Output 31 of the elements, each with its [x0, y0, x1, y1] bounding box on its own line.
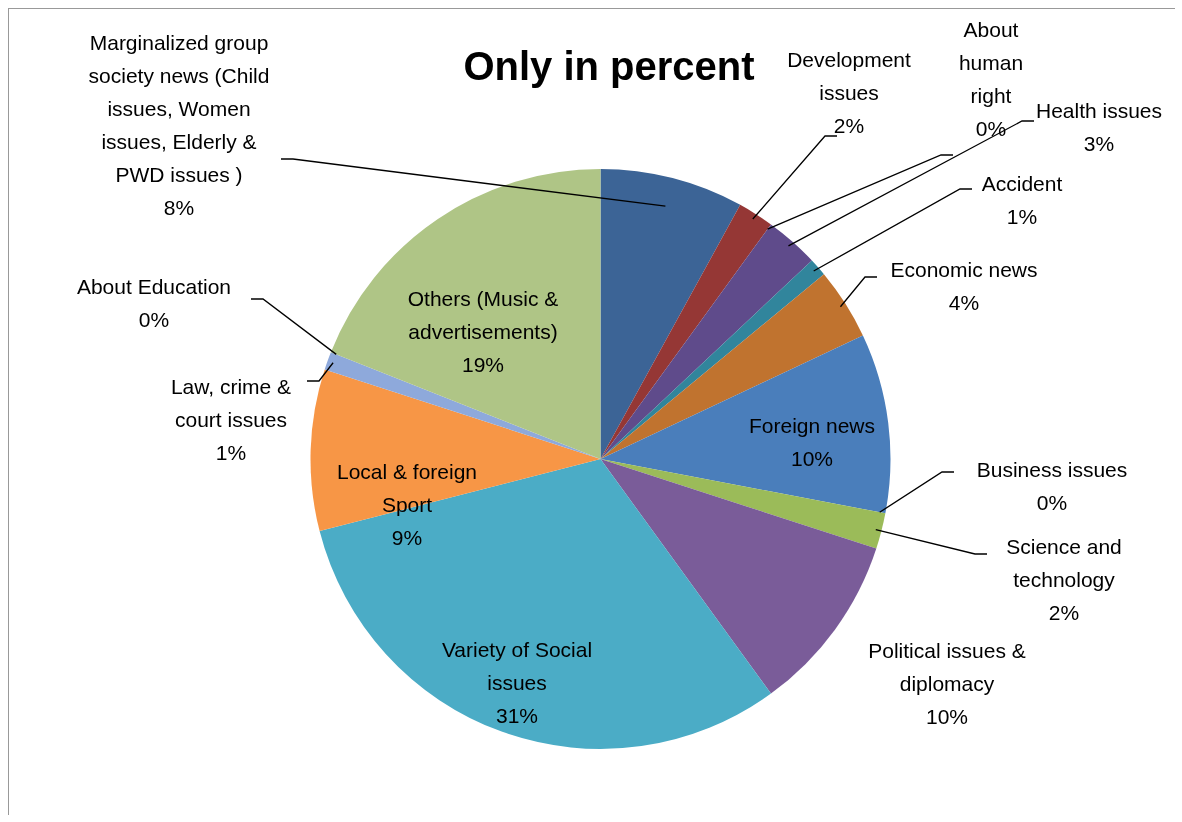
data-label: 10%	[925, 704, 969, 728]
data-label: 1%	[1006, 205, 1038, 229]
data-label: 31%	[495, 703, 539, 727]
slice-label: Foreign news	[748, 414, 876, 438]
data-label: 9%	[391, 525, 423, 549]
text: 0%	[138, 308, 170, 332]
data-label: 2%	[833, 113, 865, 137]
data-label: 10%	[790, 447, 834, 471]
slice-label: Political issues & diplomacy	[868, 638, 1026, 695]
data-label: 1%	[215, 440, 247, 464]
text: 0%	[1036, 491, 1068, 515]
data-label: 4%	[948, 291, 980, 315]
chart-title: Only in percent	[463, 44, 755, 89]
slice-label: Health issues	[1035, 99, 1163, 123]
slice-label: Variety of Social issues	[441, 637, 593, 694]
category-label: About human right	[958, 18, 1024, 108]
data-label: 19%	[461, 352, 505, 376]
category-label: Business issues	[976, 458, 1128, 482]
slice-label: Law, crime & court issues	[170, 374, 292, 431]
slice-label: Economic news	[890, 258, 1038, 282]
data-label: 2%	[1048, 600, 1080, 624]
text: 0%	[975, 117, 1007, 141]
slice-label: Science and technology	[1006, 534, 1122, 591]
slice-label: Marginalized group society news (Child issues, Women issues, Elderly & PWD issues )	[88, 31, 270, 187]
category-label: About Education	[76, 275, 232, 299]
slice-label: Local & foreign Sport	[336, 459, 478, 516]
data-label: 3%	[1083, 132, 1115, 156]
slice-label: Development issues	[787, 47, 912, 104]
slice-label: Accident	[981, 172, 1063, 196]
slice-label: Others (Music & advertisements)	[407, 286, 559, 343]
data-label: 8%	[163, 196, 195, 220]
